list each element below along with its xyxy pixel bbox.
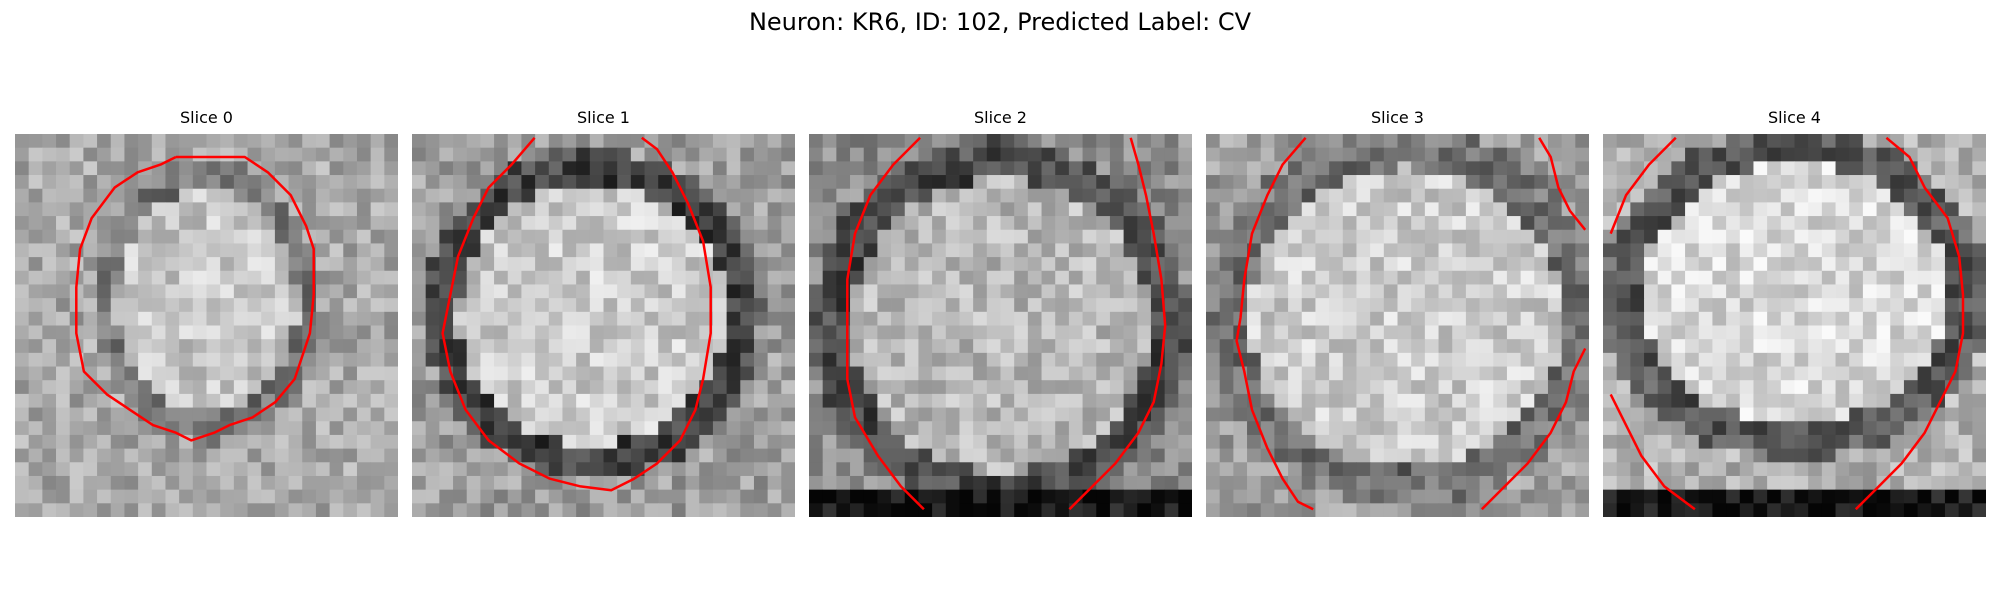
slice-title: Slice 4 xyxy=(1768,108,1821,127)
slice-image xyxy=(412,134,795,517)
segmentation-contour xyxy=(1068,137,1167,511)
slice-image xyxy=(809,134,1192,517)
figure-title: Neuron: KR6, ID: 102, Predicted Label: C… xyxy=(748,8,1252,36)
slice-image xyxy=(1206,134,1589,517)
segmentation-contour xyxy=(1235,136,1314,511)
slice-panel-2: Slice 2 xyxy=(809,108,1192,518)
slice-panel-1: Slice 1 xyxy=(412,108,795,518)
slice-title: Slice 1 xyxy=(577,108,630,127)
slice-title: Slice 3 xyxy=(1371,108,1424,127)
segmentation-contour xyxy=(846,136,925,511)
slice-title: Slice 0 xyxy=(180,108,233,127)
segmentation-contour xyxy=(1538,137,1587,231)
slice-title: Slice 2 xyxy=(974,108,1027,127)
slice-panel-0: Slice 0 xyxy=(15,108,398,518)
slice-image xyxy=(15,134,398,517)
slice-panel-3: Slice 3 xyxy=(1206,108,1589,518)
slice-panel-4: Slice 4 xyxy=(1603,108,1986,518)
segmentation-contour xyxy=(1480,347,1587,511)
segmentation-contour xyxy=(1609,136,1677,235)
segmentation-contour xyxy=(1609,393,1696,511)
slice-image xyxy=(1603,134,1986,517)
segmentation-contour xyxy=(441,136,712,492)
segmentation-contour xyxy=(1854,136,1965,511)
segmentation-contour xyxy=(75,155,315,442)
